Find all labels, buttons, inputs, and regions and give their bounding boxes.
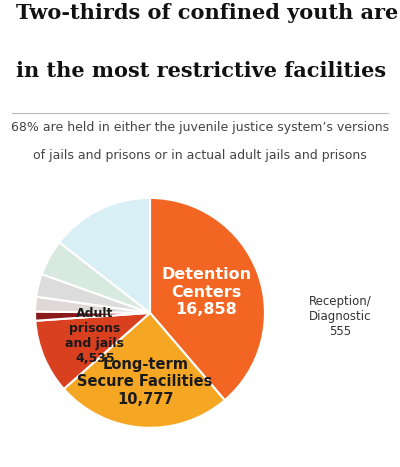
- Wedge shape: [59, 198, 150, 313]
- Text: Detention
Centers
16,858: Detention Centers 16,858: [161, 267, 251, 317]
- Text: of jails and prisons or in actual adult jails and prisons: of jails and prisons or in actual adult …: [33, 149, 367, 162]
- Wedge shape: [42, 242, 150, 313]
- Text: Two-thirds of confined youth are: Two-thirds of confined youth are: [16, 3, 398, 23]
- Text: Reception/
Diagnostic
555: Reception/ Diagnostic 555: [309, 295, 371, 338]
- Text: Adult
prisons
and jails
4,535: Adult prisons and jails 4,535: [66, 307, 124, 365]
- Wedge shape: [150, 198, 265, 400]
- Wedge shape: [35, 311, 150, 321]
- Wedge shape: [35, 297, 150, 313]
- Text: 68% are held in either the juvenile justice system’s versions: 68% are held in either the juvenile just…: [11, 121, 389, 134]
- Wedge shape: [35, 313, 150, 389]
- Text: of jails and prisons or in actual adult jails and prisons: of jails and prisons or in actual adult …: [33, 149, 367, 162]
- Wedge shape: [36, 274, 150, 313]
- Wedge shape: [64, 313, 225, 428]
- Text: Long-term
Secure Facilities
10,777: Long-term Secure Facilities 10,777: [78, 357, 213, 407]
- Text: in the most restrictive facilities: in the most restrictive facilities: [16, 61, 386, 81]
